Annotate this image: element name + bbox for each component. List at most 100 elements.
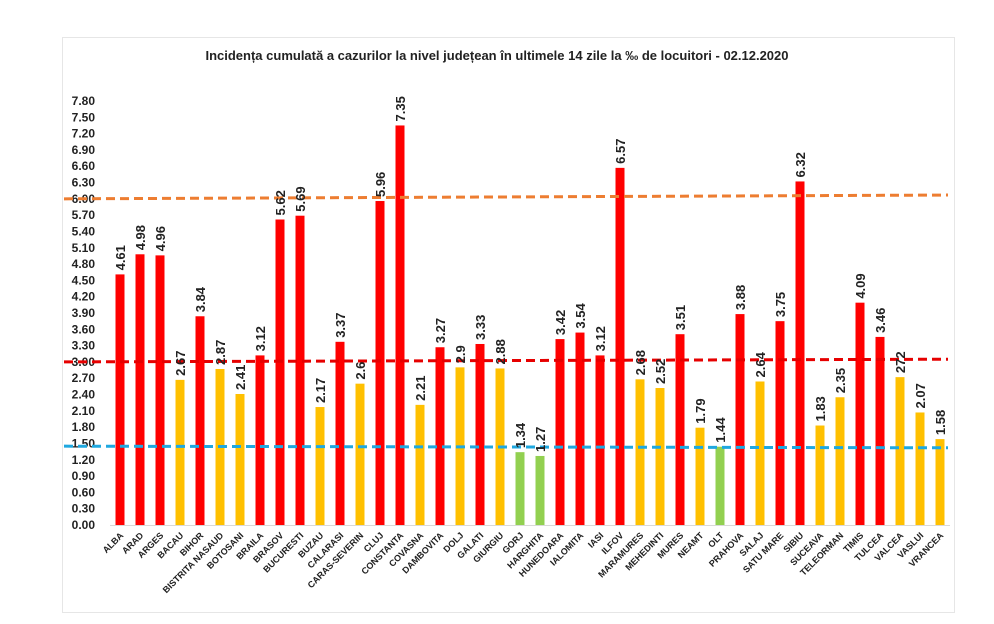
data-label: 2.68 [633, 350, 648, 375]
bar-suceava [815, 425, 825, 525]
data-label: 3.12 [253, 326, 268, 351]
bar-cluj [375, 201, 385, 525]
y-tick-label: 3.30 [72, 339, 96, 353]
y-tick-label: 4.50 [72, 273, 96, 287]
bar-brasov [275, 219, 285, 525]
y-tick-label: 1.50 [72, 436, 96, 450]
bar-salaj [755, 381, 765, 525]
threshold-line [63, 193, 949, 201]
data-label: 4.98 [133, 225, 148, 250]
data-label: 3.42 [553, 310, 568, 335]
y-tick-label: 1.20 [72, 453, 96, 467]
y-tick-label: 2.10 [72, 404, 96, 418]
bar-botosani [235, 393, 245, 525]
bar-arges [155, 255, 165, 525]
data-label: 3.88 [733, 285, 748, 310]
data-label: 272 [893, 351, 908, 373]
y-tick-label: 0.00 [72, 518, 96, 532]
bar-bucuresti [295, 215, 305, 525]
bar-vaslui [915, 412, 925, 525]
bar-tulcea [875, 336, 885, 525]
y-tick-label: 2.40 [72, 388, 96, 402]
bar-teleorman [835, 397, 845, 525]
data-label: 1.27 [533, 427, 548, 452]
y-tick-label: 0.30 [72, 502, 96, 516]
y-tick-label: 7.20 [72, 127, 96, 141]
data-label: 2.35 [833, 368, 848, 393]
threshold-line [63, 357, 949, 364]
bar-maramures [635, 379, 645, 525]
data-label: 3.33 [473, 315, 488, 340]
y-tick-label: 0.90 [72, 469, 96, 483]
y-tick-label: 0.60 [72, 485, 96, 499]
data-label: 6.57 [613, 139, 628, 164]
chart-title: Incidența cumulată a cazurilor la nivel … [205, 48, 789, 63]
bar-arad [135, 254, 145, 526]
data-label: 5.62 [273, 190, 288, 215]
data-label: 1.83 [813, 396, 828, 421]
data-label: 2.6 [353, 362, 368, 380]
bar-sibiu [795, 181, 805, 525]
y-tick-label: 7.50 [72, 110, 96, 124]
data-label: 7.35 [393, 96, 408, 121]
bar-neamt [695, 427, 705, 525]
bar-vrancea [935, 439, 945, 525]
bar-olt [715, 446, 725, 525]
data-label: 3.12 [593, 326, 608, 351]
y-tick-label: 6.30 [72, 176, 96, 190]
data-label: 3.51 [673, 305, 688, 330]
bar-valcea [895, 377, 905, 525]
bar-bihor [195, 316, 205, 525]
bar-mehedinti [655, 388, 665, 525]
bar-hunedoara [555, 339, 565, 525]
data-label: 2.88 [493, 339, 508, 364]
data-label: 1.79 [693, 398, 708, 423]
y-tick-label: 3.90 [72, 306, 96, 320]
data-label: 4.61 [113, 245, 128, 270]
bar-covasna [415, 404, 425, 525]
bar-ialomita [575, 332, 585, 525]
data-label: 2.17 [313, 378, 328, 403]
y-tick-label: 2.70 [72, 371, 96, 385]
data-label: 2.9 [453, 345, 468, 363]
data-label: 3.27 [433, 318, 448, 343]
y-tick-label: 3.60 [72, 322, 96, 336]
data-label: 2.07 [913, 383, 928, 408]
bar-timis [855, 302, 865, 525]
y-tick-label: 4.20 [72, 290, 96, 304]
bar-bacau [175, 379, 185, 525]
data-label: 3.37 [333, 312, 348, 337]
data-label: 2.41 [233, 365, 248, 390]
data-label: 1.34 [513, 422, 528, 448]
data-label: 3.46 [873, 308, 888, 333]
bar-dambovita [435, 347, 445, 525]
bar-gorj [515, 452, 525, 525]
bar-iasi [595, 355, 605, 525]
data-label: 2.67 [173, 351, 188, 376]
y-tick-label: 1.80 [72, 420, 96, 434]
y-tick-label: 6.60 [72, 159, 96, 173]
bar-satu-mare [775, 321, 785, 525]
bar-ilfov [615, 167, 625, 525]
data-label: 3.75 [773, 292, 788, 317]
y-tick-label: 6.90 [72, 143, 96, 157]
data-label: 1.44 [713, 417, 728, 443]
bar-alba [115, 274, 125, 525]
bar-braila [255, 355, 265, 525]
data-label: 4.96 [153, 226, 168, 251]
data-label: 2.52 [653, 359, 668, 384]
bar-mures [675, 334, 685, 525]
bar-galati [475, 343, 485, 525]
chart-frame [62, 37, 955, 613]
bar-buzau [315, 407, 325, 525]
data-label: 3.84 [193, 286, 208, 312]
y-tick-label: 5.70 [72, 208, 96, 222]
threshold-line [63, 444, 949, 450]
bar-prahova [735, 314, 745, 525]
data-label: 1.58 [933, 410, 948, 435]
bar-calarasi [335, 341, 345, 525]
bar-constanta [395, 125, 405, 525]
data-label: 6.32 [793, 152, 808, 177]
data-label: 5.69 [293, 186, 308, 211]
